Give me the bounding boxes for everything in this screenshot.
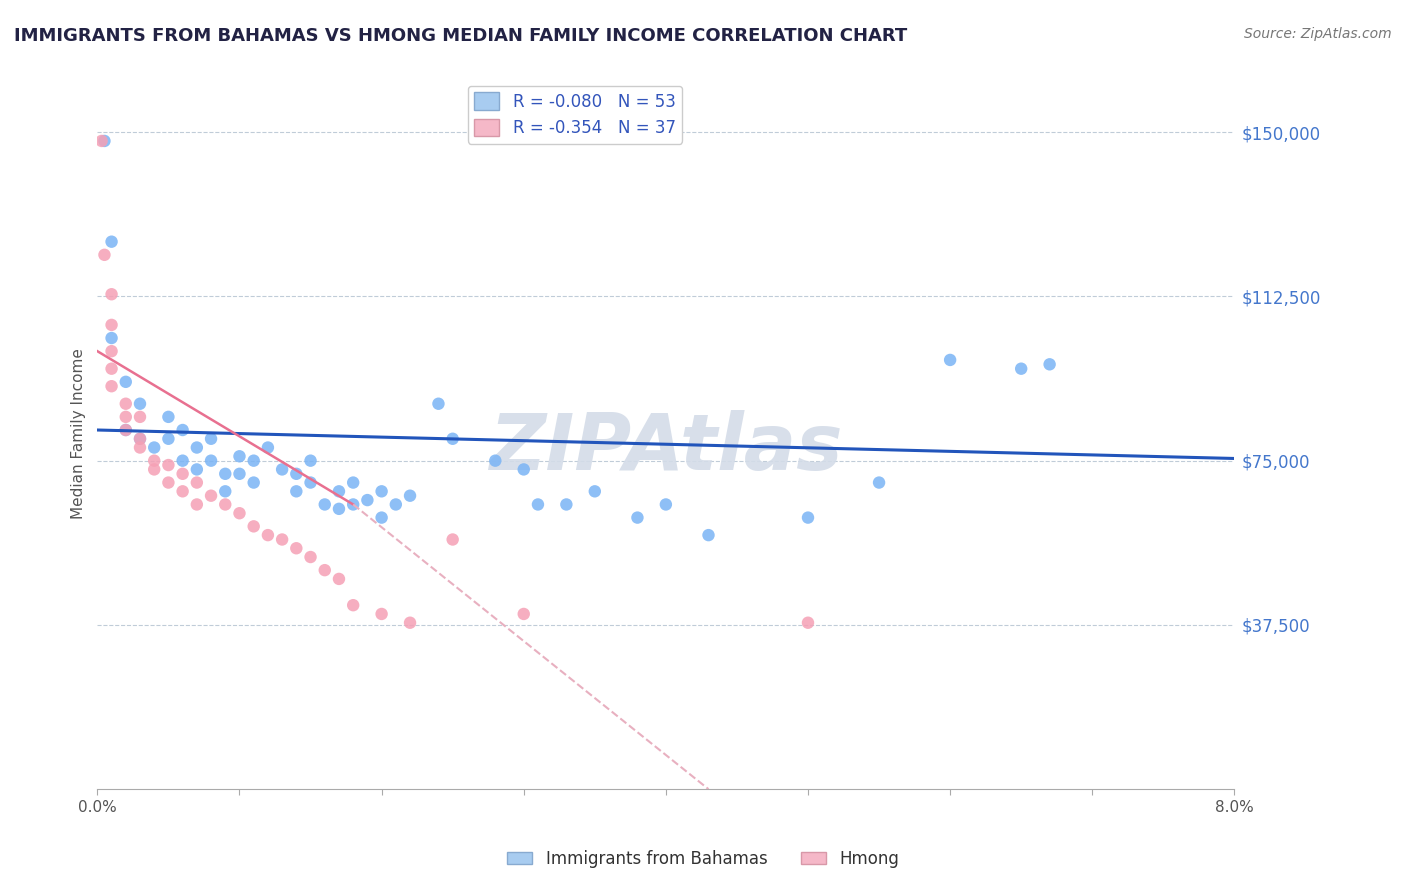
Point xyxy=(157,458,180,472)
Point xyxy=(114,423,136,437)
Point xyxy=(370,510,392,524)
Point xyxy=(143,462,166,476)
Point xyxy=(93,134,115,148)
Point xyxy=(441,432,464,446)
Point xyxy=(90,134,112,148)
Point xyxy=(200,432,222,446)
Point xyxy=(129,441,152,455)
Point xyxy=(356,493,378,508)
Point xyxy=(228,506,250,520)
Point xyxy=(100,331,122,345)
Point xyxy=(399,489,422,503)
Point xyxy=(399,615,422,630)
Point xyxy=(271,462,294,476)
Point xyxy=(186,498,208,512)
Point xyxy=(868,475,890,490)
Point xyxy=(285,467,308,481)
Point xyxy=(228,450,250,464)
Point xyxy=(513,607,536,621)
Point xyxy=(114,423,136,437)
Point xyxy=(370,484,392,499)
Point xyxy=(797,510,820,524)
Point xyxy=(186,441,208,455)
Point xyxy=(427,397,450,411)
Point xyxy=(214,498,236,512)
Point xyxy=(257,441,280,455)
Point xyxy=(172,423,194,437)
Point xyxy=(114,397,136,411)
Point xyxy=(242,475,264,490)
Point xyxy=(328,501,350,516)
Point xyxy=(129,432,152,446)
Point xyxy=(186,462,208,476)
Point xyxy=(342,498,364,512)
Text: Source: ZipAtlas.com: Source: ZipAtlas.com xyxy=(1244,27,1392,41)
Point xyxy=(1039,357,1062,371)
Point xyxy=(314,498,336,512)
Point xyxy=(299,453,322,467)
Point xyxy=(200,453,222,467)
Point xyxy=(228,467,250,481)
Point xyxy=(172,484,194,499)
Point xyxy=(114,409,136,424)
Point xyxy=(555,498,578,512)
Point xyxy=(697,528,720,542)
Point xyxy=(441,533,464,547)
Point xyxy=(143,453,166,467)
Point xyxy=(100,361,122,376)
Legend: R = -0.080   N = 53, R = -0.354   N = 37: R = -0.080 N = 53, R = -0.354 N = 37 xyxy=(468,86,682,144)
Point xyxy=(299,549,322,564)
Point xyxy=(271,533,294,547)
Point xyxy=(129,397,152,411)
Point xyxy=(1010,361,1032,376)
Point xyxy=(342,475,364,490)
Point xyxy=(626,510,648,524)
Point xyxy=(385,498,408,512)
Text: IMMIGRANTS FROM BAHAMAS VS HMONG MEDIAN FAMILY INCOME CORRELATION CHART: IMMIGRANTS FROM BAHAMAS VS HMONG MEDIAN … xyxy=(14,27,907,45)
Point xyxy=(200,489,222,503)
Point xyxy=(143,441,166,455)
Point xyxy=(328,484,350,499)
Point xyxy=(157,409,180,424)
Point xyxy=(214,484,236,499)
Point xyxy=(214,467,236,481)
Point xyxy=(484,453,506,467)
Legend: Immigrants from Bahamas, Hmong: Immigrants from Bahamas, Hmong xyxy=(501,844,905,875)
Point xyxy=(370,607,392,621)
Point xyxy=(129,409,152,424)
Text: ZIPAtlas: ZIPAtlas xyxy=(489,409,842,485)
Point xyxy=(314,563,336,577)
Point xyxy=(129,432,152,446)
Point xyxy=(186,475,208,490)
Point xyxy=(939,353,962,368)
Point xyxy=(655,498,678,512)
Point xyxy=(342,598,364,612)
Point xyxy=(242,519,264,533)
Point xyxy=(527,498,550,512)
Point xyxy=(513,462,536,476)
Point xyxy=(172,453,194,467)
Point xyxy=(285,541,308,556)
Point xyxy=(583,484,606,499)
Point xyxy=(328,572,350,586)
Point xyxy=(100,344,122,359)
Point xyxy=(157,475,180,490)
Point xyxy=(797,615,820,630)
Point xyxy=(257,528,280,542)
Point xyxy=(285,484,308,499)
Point xyxy=(157,432,180,446)
Point xyxy=(100,379,122,393)
Point xyxy=(242,453,264,467)
Y-axis label: Median Family Income: Median Family Income xyxy=(72,348,86,519)
Point xyxy=(100,318,122,332)
Point xyxy=(100,235,122,249)
Point xyxy=(100,287,122,301)
Point xyxy=(114,375,136,389)
Point xyxy=(299,475,322,490)
Point xyxy=(172,467,194,481)
Point xyxy=(93,248,115,262)
